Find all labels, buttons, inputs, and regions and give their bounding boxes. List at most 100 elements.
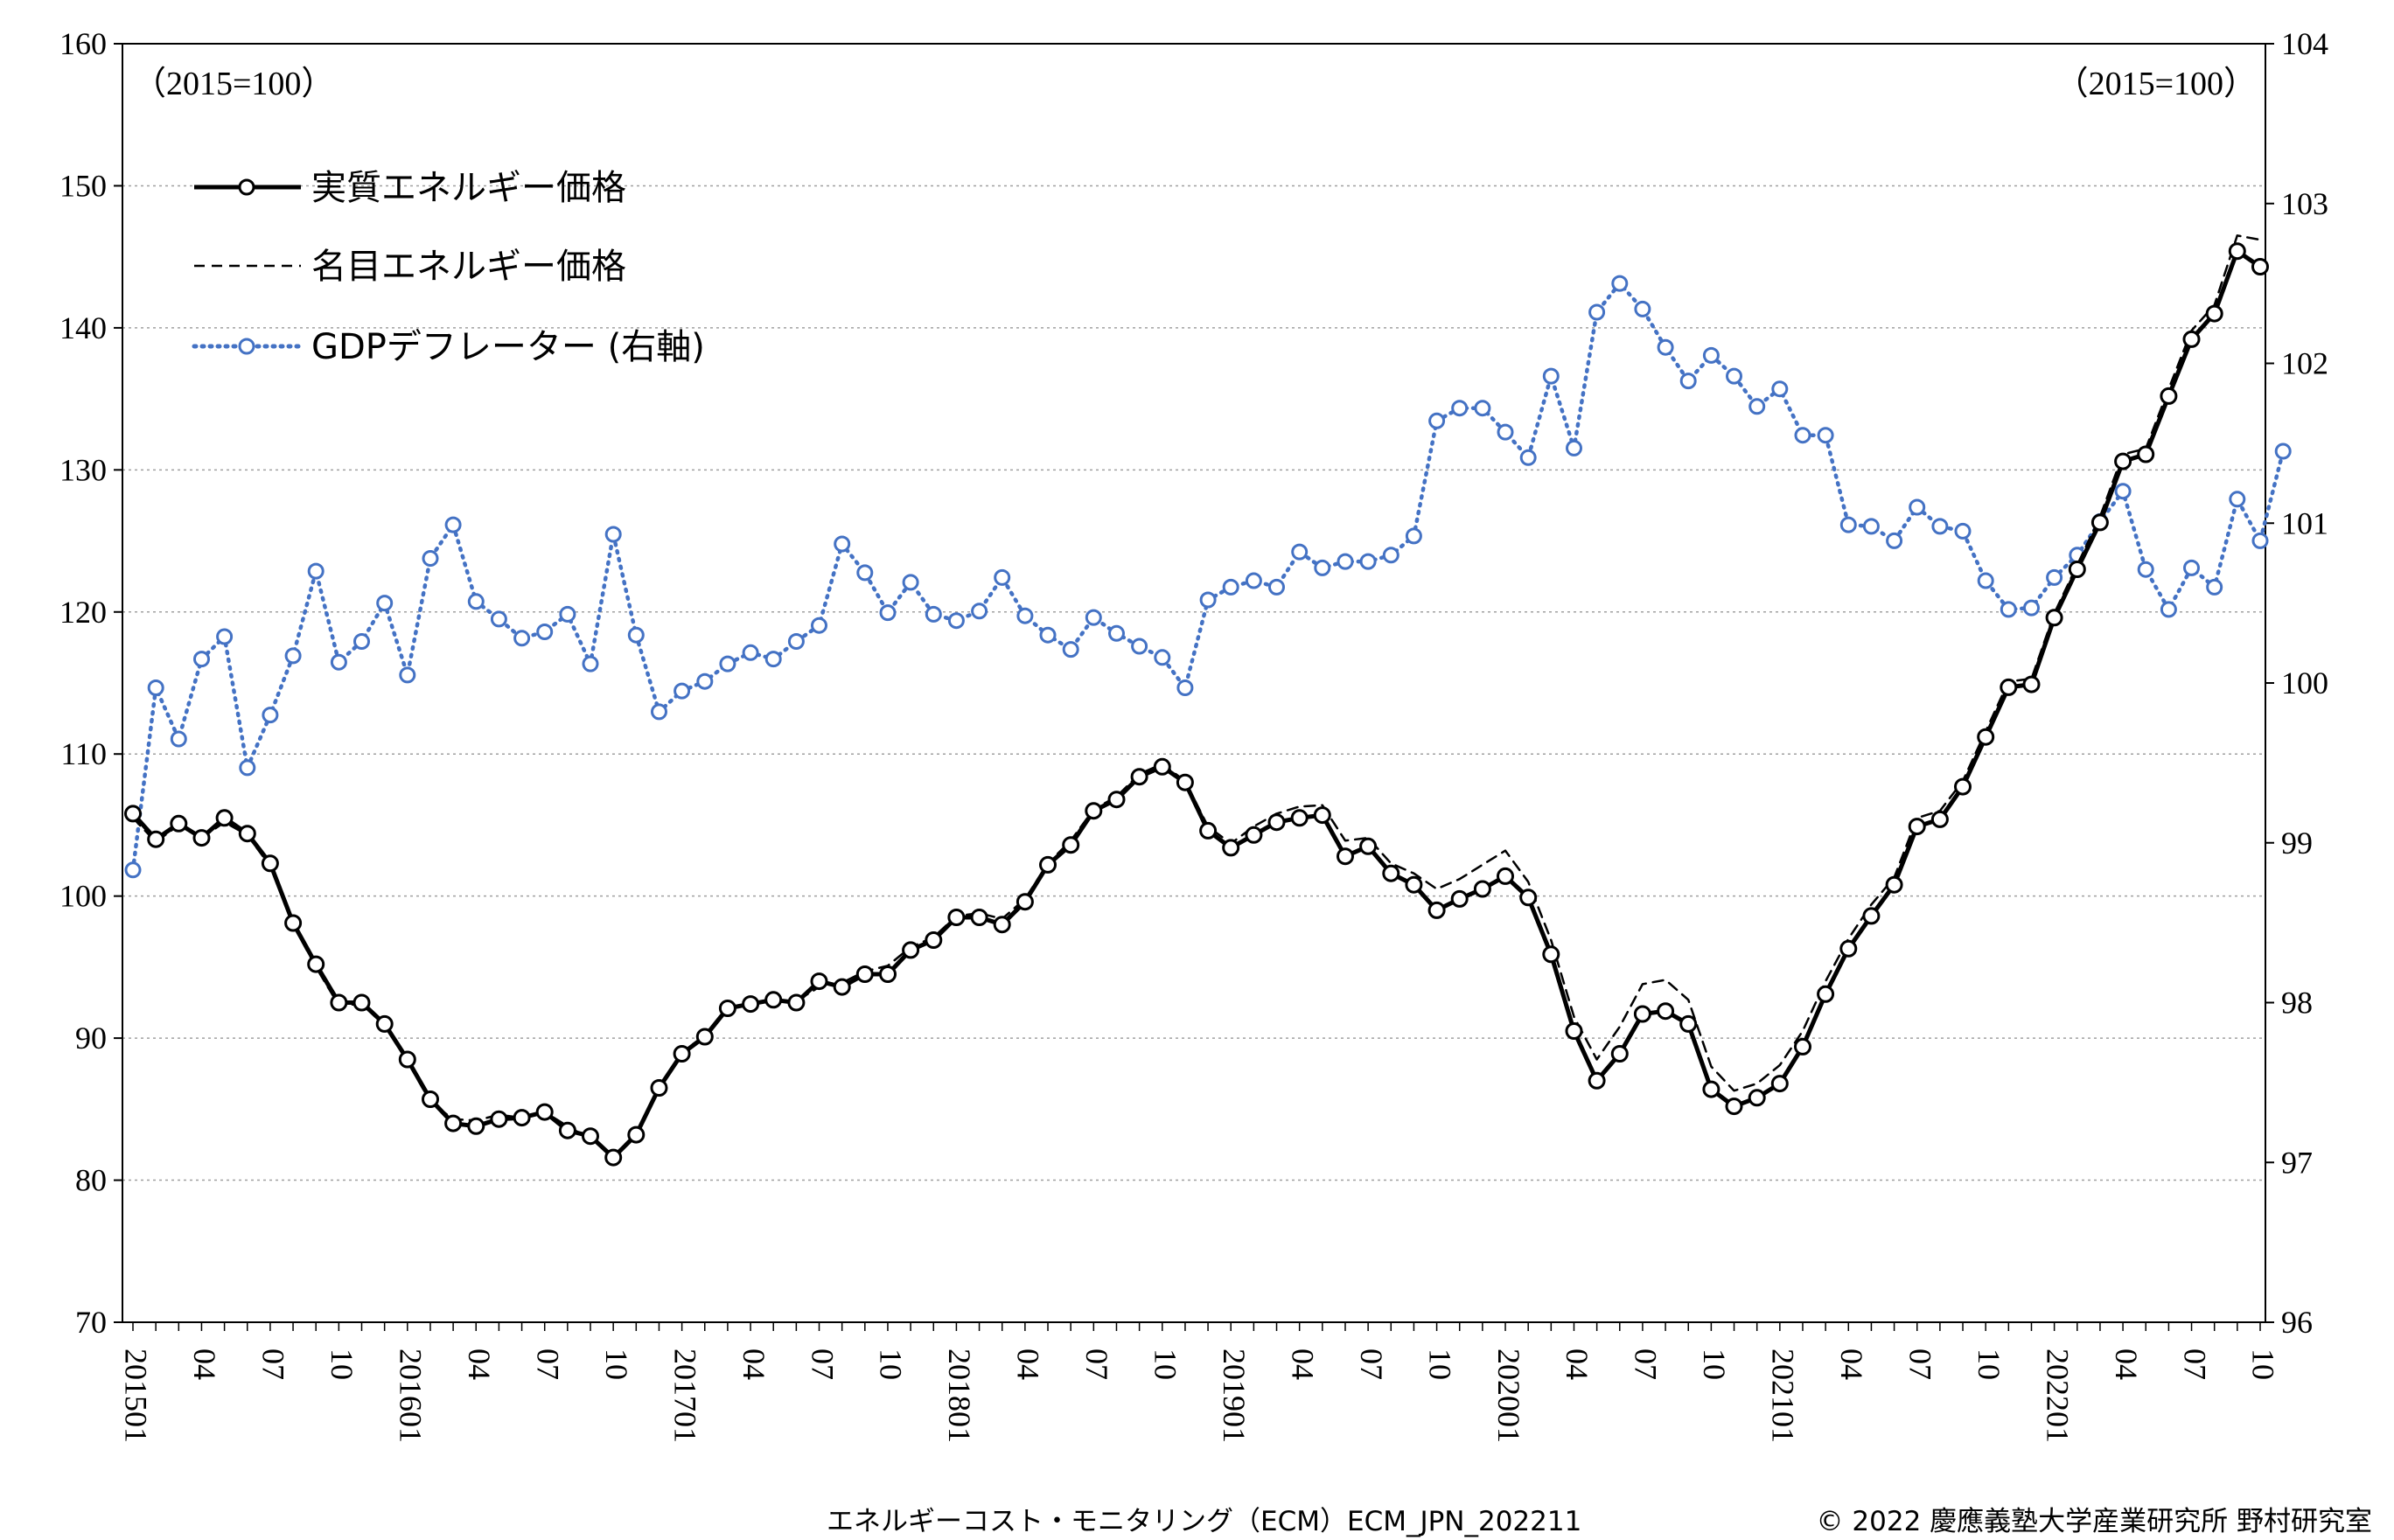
data-point: [1519, 449, 1537, 466]
right-tick-label: 96: [2281, 1305, 2313, 1340]
data-point: [1107, 791, 1126, 809]
data-point: [238, 825, 256, 843]
data-point: [2160, 387, 2178, 405]
data-point: [1931, 518, 1949, 535]
x-tick-label: 202101: [1766, 1348, 1801, 1443]
data-point: [536, 624, 554, 640]
data-point: [353, 633, 370, 650]
data-point: [1748, 1089, 1766, 1107]
data-point: [1268, 578, 1285, 596]
data-point: [2068, 561, 2086, 578]
data-point: [719, 655, 736, 672]
right-tick-label: 104: [2281, 26, 2328, 61]
data-point: [879, 604, 897, 622]
x-tick-label: 04: [736, 1348, 771, 1380]
data-point: [650, 1079, 668, 1097]
data-point: [490, 1110, 508, 1128]
data-point: [2114, 452, 2132, 470]
right-tick-label: 99: [2281, 826, 2313, 861]
data-point: [1954, 777, 1972, 796]
x-tick-label: 04: [1834, 1348, 1869, 1380]
data-point: [902, 574, 919, 591]
data-point: [1588, 1071, 1606, 1090]
x-tick-label: 10: [1422, 1348, 1457, 1380]
data-point: [1153, 757, 1171, 776]
data-point: [422, 550, 439, 567]
data-point: [422, 1091, 439, 1108]
data-point: [1176, 773, 1194, 791]
right-tick-label: 103: [2281, 186, 2328, 221]
data-point: [742, 995, 760, 1014]
left-tick-label: 100: [59, 879, 107, 914]
data-point: [444, 1114, 463, 1132]
left-tick-label: 70: [75, 1305, 107, 1340]
data-point: [513, 1109, 531, 1127]
data-point: [2045, 609, 2063, 627]
data-point: [582, 1127, 599, 1146]
data-point: [1977, 572, 1994, 589]
data-point: [1657, 1002, 1675, 1021]
series-real-energy-price: [124, 242, 2269, 1167]
data-point: [1108, 624, 1125, 642]
data-point: [1405, 527, 1422, 545]
x-tick-label: 04: [1285, 1348, 1320, 1380]
data-point: [787, 993, 806, 1012]
data-point: [1930, 810, 1949, 828]
data-point: [2229, 491, 2246, 508]
data-point: [1176, 679, 1194, 696]
data-point: [467, 593, 485, 610]
data-point: [399, 666, 416, 684]
data-point: [2114, 483, 2132, 500]
left-tick-label: 110: [60, 736, 107, 771]
data-point: [1291, 543, 1309, 561]
data-point: [2182, 330, 2201, 348]
x-tick-label: 201801: [942, 1348, 977, 1443]
x-tick-label: 202001: [1491, 1348, 1526, 1443]
data-point: [1337, 847, 1354, 866]
left-tick-label: 90: [75, 1021, 107, 1056]
data-point: [764, 651, 782, 668]
data-point: [1428, 412, 1446, 429]
data-point: [375, 1014, 394, 1033]
left-tick-label: 80: [75, 1163, 107, 1198]
data-point: [376, 595, 394, 612]
data-point: [1657, 338, 1674, 356]
series-gdp-deflator: [124, 275, 2292, 879]
x-tick-label: 10: [1697, 1348, 1732, 1380]
data-point: [1427, 901, 1446, 919]
data-point: [261, 854, 279, 873]
data-point: [1862, 518, 1880, 535]
data-point: [1610, 1045, 1629, 1063]
data-point: [1771, 380, 1789, 398]
data-point: [1497, 423, 1514, 441]
data-point: [398, 1050, 416, 1069]
data-point: [1794, 1037, 1811, 1056]
data-point: [1245, 826, 1263, 844]
data-point: [1473, 880, 1491, 898]
right-tick-label: 98: [2281, 986, 2313, 1021]
data-point: [1909, 498, 1926, 516]
data-point: [1039, 855, 1057, 874]
data-point: [2090, 513, 2109, 532]
data-point: [2206, 578, 2223, 596]
data-point: [1726, 367, 1742, 385]
left-tick-label: 160: [59, 26, 107, 61]
data-point: [994, 568, 1011, 586]
x-axis: 201501 04 07 10 201601 04 07 10 201701 04 07 10 2018…: [119, 1322, 2281, 1443]
data-point: [170, 730, 187, 748]
x-tick-label: 07: [1629, 1348, 1664, 1380]
data-point: [2022, 675, 2041, 693]
data-point: [1817, 427, 1834, 444]
data-point: [1702, 1080, 1720, 1098]
x-tick-label: 04: [187, 1348, 222, 1380]
data-point: [1085, 609, 1102, 626]
series-nominal-energy-price: [131, 234, 2262, 1158]
data-point: [2251, 532, 2269, 549]
data-point: [1497, 867, 1514, 885]
data-point: [1450, 889, 1469, 908]
data-point: [1679, 373, 1697, 390]
right-axis-unit: （2015=100）: [2055, 66, 2257, 102]
data-point: [1862, 907, 1881, 925]
data-point: [1085, 802, 1103, 820]
data-point: [1634, 300, 1651, 317]
